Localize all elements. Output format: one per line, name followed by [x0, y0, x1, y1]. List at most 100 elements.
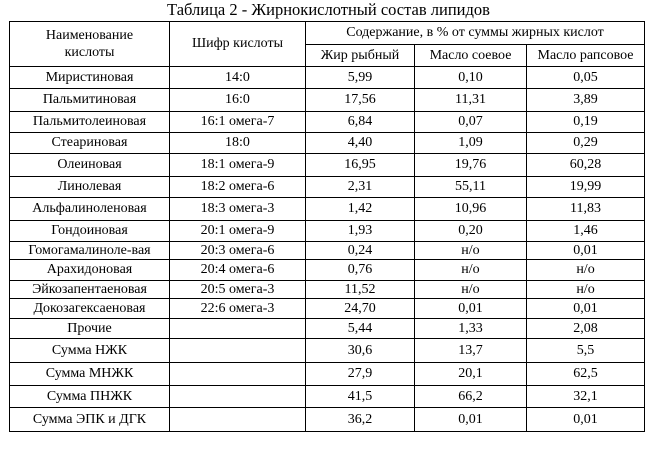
acid-name-cell: Сумма НЖК	[9, 338, 170, 363]
acid-code-cell: 18:1 омега-9	[169, 153, 306, 177]
fish-oil-value: 30,6	[305, 338, 415, 363]
fish-oil-value: 6,84	[305, 111, 415, 133]
header-content: Содержание, в % от суммы жирных кислот	[304, 21, 646, 45]
rapeseed-oil-value: 11,83	[525, 197, 646, 221]
fish-oil-value: 36,2	[305, 407, 415, 432]
acid-code-cell: 20:3 омега-6	[169, 241, 306, 260]
header-acid-name: Наименование кислоты	[9, 21, 170, 67]
acid-name-cell: Гомогамалиноле-вая	[9, 241, 170, 260]
fish-oil-value: 1,42	[305, 197, 415, 221]
rapeseed-oil-value: 0,01	[525, 298, 646, 319]
fish-oil-value: 2,31	[305, 176, 415, 198]
acid-name-cell: Пальмитиновая	[9, 88, 170, 112]
soy-oil-value: 10,96	[414, 197, 527, 221]
table-row: Сумма ЭПК и ДГК 36,2 0,01 0,01	[9, 407, 646, 432]
soy-oil-value: 0,20	[414, 220, 527, 242]
acid-code-cell: 16:0	[169, 88, 306, 112]
rapeseed-oil-value: 0,29	[525, 132, 646, 154]
table-row: Сумма МНЖК 27,9 20,1 62,5	[9, 362, 646, 386]
acid-name-cell: Альфалиноленовая	[9, 197, 170, 221]
acid-name-cell: Сумма ПНЖК	[9, 385, 170, 408]
rapeseed-oil-value: 1,46	[525, 220, 646, 242]
table-row: Прочие 5,44 1,33 2,08	[9, 318, 646, 339]
table-row: Гондоиновая 20:1 омега-9 1,93 0,20 1,46	[9, 220, 646, 242]
acid-code-cell: 18:0	[169, 132, 306, 154]
rapeseed-oil-value: 2,08	[525, 318, 646, 339]
acid-code-cell	[169, 338, 306, 363]
acid-name-cell: Эйкозапентаеновая	[9, 280, 170, 299]
table-row: Гомогамалиноле-вая 20:3 омега-6 0,24 н/о 0,0…	[9, 241, 646, 260]
rapeseed-oil-value: 0,19	[525, 111, 646, 133]
acid-code-cell	[169, 385, 306, 408]
fish-oil-value: 0,24	[305, 241, 415, 260]
soy-oil-value: 11,31	[414, 88, 527, 112]
table-row: Олеиновая 18:1 омега-9 16,95 19,76 60,28	[9, 153, 646, 177]
fish-oil-value: 16,95	[305, 153, 415, 177]
table-caption: Таблица 2 - Жирнокислотный состав липидо…	[167, 0, 490, 19]
soy-oil-value: 55,11	[414, 176, 527, 198]
soy-oil-value: 0,07	[414, 111, 527, 133]
fish-oil-value: 24,70	[305, 298, 415, 319]
soy-oil-value: 66,2	[414, 385, 527, 408]
acid-name-cell: Докозагексаеновая	[9, 298, 170, 319]
header-row-top: Наименование кислоты Шифр кислоты Содерж…	[9, 21, 646, 67]
table-row: Сумма НЖК 30,6 13,7 5,5	[9, 338, 646, 363]
soy-oil-value: н/о	[414, 259, 527, 281]
rapeseed-oil-value: 62,5	[525, 362, 646, 386]
rapeseed-oil-value: н/о	[525, 280, 646, 299]
acid-name-cell: Олеиновая	[9, 153, 170, 177]
rapeseed-oil-value: 32,1	[525, 385, 646, 408]
rapeseed-oil-value: н/о	[525, 259, 646, 281]
acid-name-cell: Гондоиновая	[9, 220, 170, 242]
table-row: Пальмитиновая 16:0 17,56 11,31 3,89	[9, 88, 646, 112]
table-row: Докозагексаеновая 22:6 омега-3 24,70 0,01 0,…	[9, 298, 646, 319]
acid-code-cell	[169, 318, 306, 339]
soy-oil-value: н/о	[414, 280, 527, 299]
header-fish-oil: Жир рыбный	[305, 44, 415, 67]
table-row: Эйкозапентаеновая 20:5 омега-3 11,52 н/о н/о	[9, 280, 646, 299]
acid-name-cell: Сумма МНЖК	[9, 362, 170, 386]
header-soy-oil: Масло соевое	[414, 44, 527, 67]
fatty-acid-table: Наименование кислоты Шифр кислоты Содерж…	[9, 21, 646, 432]
acid-code-cell: 18:3 омега-3	[169, 197, 306, 221]
header-acid-code: Шифр кислоты	[169, 21, 306, 67]
soy-oil-value: 20,1	[414, 362, 527, 386]
fish-oil-value: 41,5	[305, 385, 415, 408]
table-row: Сумма ПНЖК 41,5 66,2 32,1	[9, 385, 646, 408]
acid-code-cell	[169, 362, 306, 386]
acid-code-cell: 18:2 омега-6	[169, 176, 306, 198]
acid-name-cell: Миристиновая	[9, 66, 170, 89]
acid-name-cell: Арахидоновая	[9, 259, 170, 281]
rapeseed-oil-value: 19,99	[525, 176, 646, 198]
acid-name-cell: Стеариновая	[9, 132, 170, 154]
rapeseed-oil-value: 0,01	[525, 241, 646, 260]
table-row: Линолевая 18:2 омега-6 2,31 55,11 19,99	[9, 176, 646, 198]
acid-name-cell: Пальмитолеиновая	[9, 111, 170, 133]
header-acid-name-line2: кислоты	[64, 45, 115, 60]
fish-oil-value: 1,93	[305, 220, 415, 242]
acid-code-cell: 20:5 омега-3	[169, 280, 306, 299]
soy-oil-value: 0,01	[414, 407, 527, 432]
table-row: Миристиновая 14:0 5,99 0,10 0,05	[9, 66, 646, 89]
soy-oil-value: 1,33	[414, 318, 527, 339]
rapeseed-oil-value: 3,89	[525, 88, 646, 112]
acid-code-cell: 20:4 омега-6	[169, 259, 306, 281]
table-body: Миристиновая 14:0 5,99 0,10 0,05 Пальмитинова…	[9, 66, 646, 432]
acid-code-cell: 20:1 омега-9	[169, 220, 306, 242]
acid-code-cell: 14:0	[169, 66, 306, 89]
soy-oil-value: 1,09	[414, 132, 527, 154]
header-acid-name-line1: Наименование	[45, 28, 134, 43]
acid-name-cell: Линолевая	[9, 176, 170, 198]
acid-name-cell: Прочие	[9, 318, 170, 339]
acid-name-cell: Сумма ЭПК и ДГК	[9, 407, 170, 432]
acid-code-cell	[169, 407, 306, 432]
table-row: Арахидоновая 20:4 омега-6 0,76 н/о н/о	[9, 259, 646, 281]
fish-oil-value: 11,52	[305, 280, 415, 299]
table-row: Пальмитолеиновая 16:1 омега-7 6,84 0,07 0,19	[9, 111, 646, 133]
rapeseed-oil-value: 5,5	[525, 338, 646, 363]
fish-oil-value: 0,76	[305, 259, 415, 281]
acid-code-cell: 16:1 омега-7	[169, 111, 306, 133]
fish-oil-value: 17,56	[305, 88, 415, 112]
soy-oil-value: н/о	[414, 241, 527, 260]
fish-oil-value: 5,99	[305, 66, 415, 89]
